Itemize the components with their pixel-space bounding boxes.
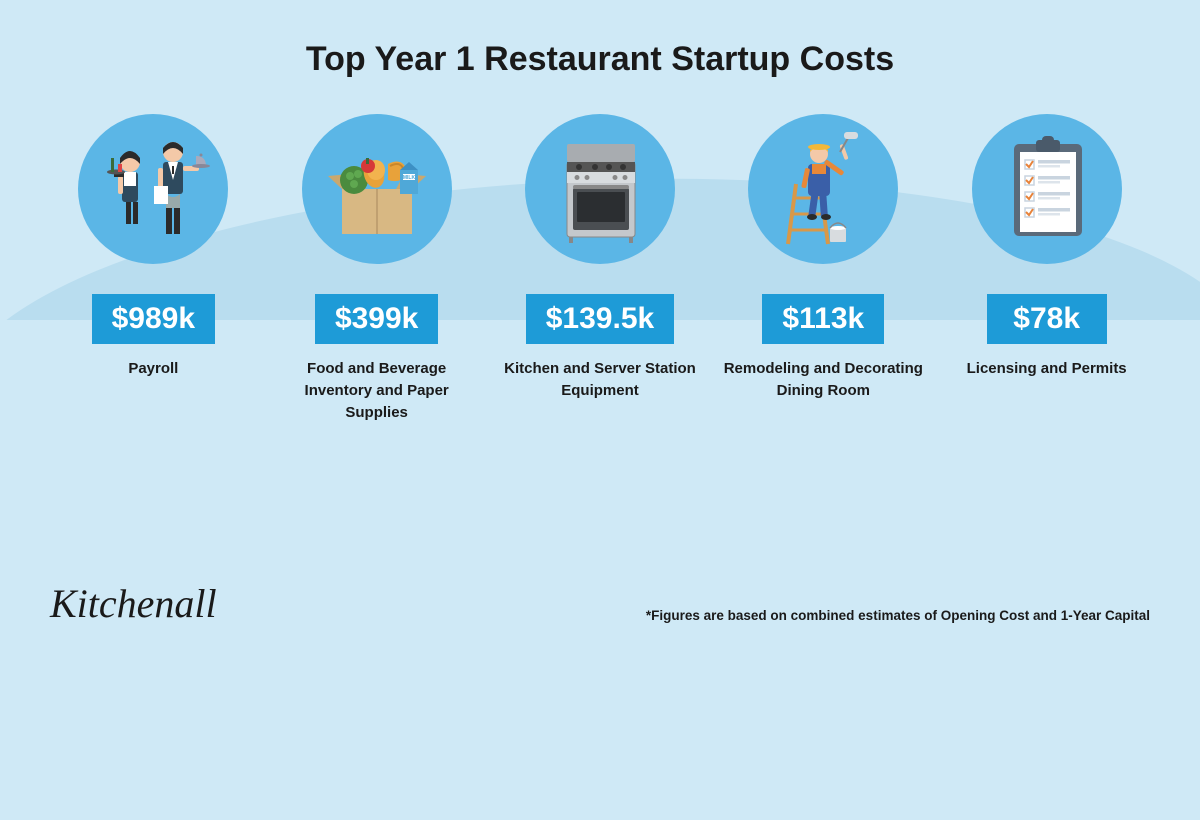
clipboard-icon <box>972 114 1122 264</box>
cost-label: Kitchen and Server Station Equipment <box>500 358 700 402</box>
card-remodeling: $113k Remodeling and Decorating Dining R… <box>723 114 923 423</box>
card-payroll: $989k Payroll <box>53 114 253 423</box>
page-title: Top Year 1 Restaurant Startup Costs <box>0 0 1200 79</box>
card-kitchen-equipment: $139.5k Kitchen and Server Station Equip… <box>500 114 700 423</box>
cost-label: Payroll <box>128 358 178 380</box>
cost-label: Food and Beverage Inventory and Paper Su… <box>277 358 477 423</box>
cost-value: $989k <box>92 294 215 344</box>
food-box-icon: MILK <box>302 114 452 264</box>
painter-icon <box>748 114 898 264</box>
cost-label: Remodeling and Decorating Dining Room <box>723 358 923 402</box>
card-food-beverage: MILK $399k Food and Beverage Inventory a… <box>277 114 477 423</box>
cost-value: $78k <box>987 294 1107 344</box>
cost-cards-row: $989k Payroll <box>0 79 1200 423</box>
card-licensing: $78k Licensing and Permits <box>947 114 1147 423</box>
payroll-icon <box>78 114 228 264</box>
brand-logo: Kitchenall <box>50 580 217 627</box>
svg-text:MILK: MILK <box>403 175 416 181</box>
footnote: *Figures are based on combined estimates… <box>646 608 1150 623</box>
cost-label: Licensing and Permits <box>967 358 1127 380</box>
cost-value: $139.5k <box>526 294 674 344</box>
oven-icon <box>525 114 675 264</box>
cost-value: $399k <box>315 294 438 344</box>
cost-value: $113k <box>762 294 884 344</box>
